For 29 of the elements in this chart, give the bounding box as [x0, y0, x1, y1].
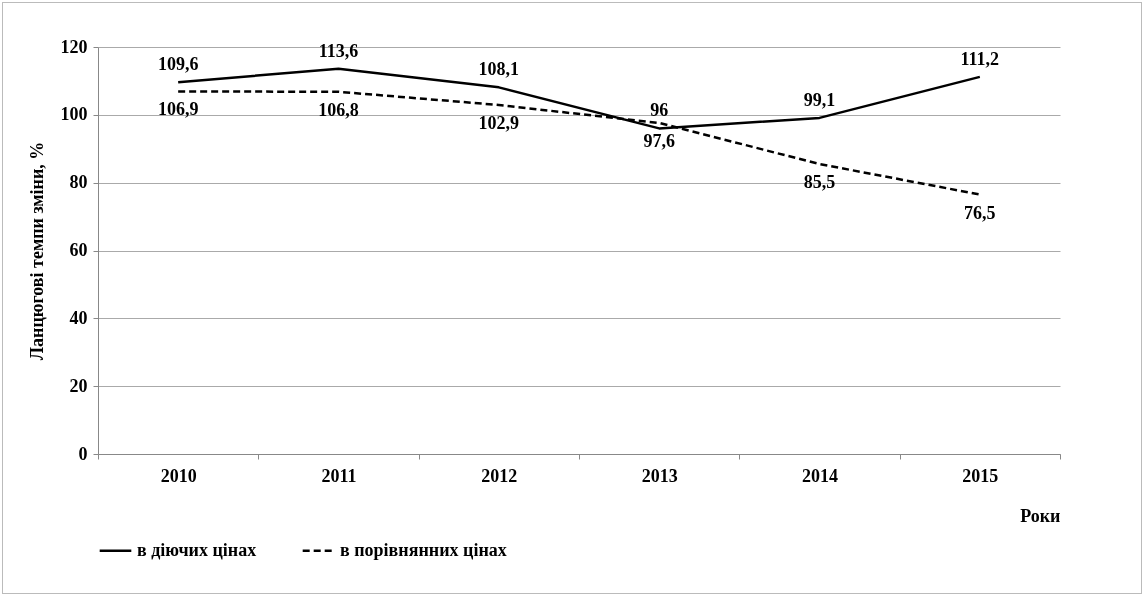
y-axis-title: Ланцюгові темпи зміни, %	[26, 141, 47, 361]
y-tick-label: 80	[69, 172, 88, 193]
y-tick-label: 0	[78, 443, 88, 464]
x-tick-label: 2012	[481, 465, 518, 486]
data-label: 106,9	[157, 99, 199, 120]
y-tick-label: 20	[69, 375, 88, 396]
data-label: 109,6	[157, 54, 199, 75]
x-tick-label: 2011	[321, 465, 357, 486]
data-label: 99,1	[803, 89, 836, 110]
y-tick-label: 100	[60, 104, 88, 125]
data-label: 108,1	[478, 59, 520, 80]
x-tick-label: 2015	[962, 465, 999, 486]
data-label: 85,5	[803, 172, 836, 193]
data-label: 102,9	[478, 113, 520, 133]
x-axis-title: Роки	[1020, 505, 1061, 526]
data-label: 113,6	[318, 40, 359, 61]
x-tick-label: 2010	[160, 465, 197, 486]
legend-label: в діючих цінах	[137, 539, 257, 560]
y-tick-label: 60	[69, 240, 88, 260]
y-tick-label: 40	[69, 307, 88, 328]
x-tick-label: 2013	[641, 465, 678, 486]
y-tick-label: 120	[60, 36, 88, 57]
data-label: 111,2	[960, 48, 1000, 69]
legend-label: в порівнянних цінах	[340, 539, 507, 560]
x-tick-label: 2014	[802, 465, 838, 486]
data-label: 96	[650, 100, 669, 121]
data-label: 76,5	[964, 202, 996, 223]
data-label: 97,6	[643, 130, 675, 151]
data-label: 106,8	[318, 99, 359, 120]
